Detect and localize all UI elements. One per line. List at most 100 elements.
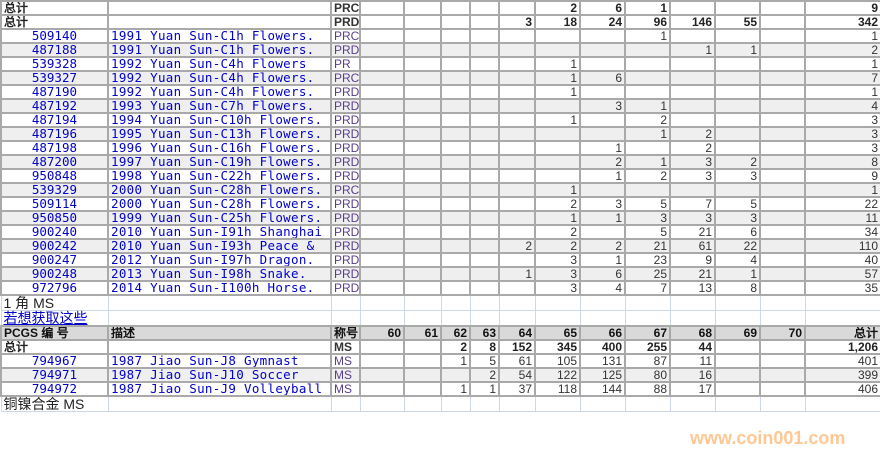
grade-count: [359, 56, 405, 72]
grade-count: [469, 126, 500, 142]
grade-count: [359, 28, 405, 44]
grade-count: 37: [498, 381, 536, 397]
coin-description[interactable]: 1987 Jiao Sun-J10 Soccer: [107, 367, 332, 383]
pcgs-id[interactable]: 972796: [0, 280, 109, 296]
pcgs-id[interactable]: 900242: [0, 238, 109, 254]
grade-count: 7: [669, 196, 716, 212]
grade-count: [440, 42, 471, 58]
grade-count: 125: [579, 367, 626, 383]
empty-cell: [498, 294, 536, 311]
grade-count: [714, 339, 761, 355]
coin-description[interactable]: 1997 Yuan Sun-C19h Flowers.: [107, 154, 332, 170]
empty-cell: [107, 294, 332, 311]
pcgs-id[interactable]: 487190: [0, 84, 109, 100]
grade-count: 345: [534, 339, 581, 355]
grade-count: 96: [624, 14, 671, 30]
empty-cell: [579, 395, 626, 412]
pcgs-id[interactable]: 487198: [0, 140, 109, 156]
coin-description[interactable]: 1994 Yuan Sun-C10h Flowers.: [107, 112, 332, 128]
grade-count: [534, 168, 581, 184]
empty-cell: [534, 294, 581, 311]
grade-count: [498, 0, 536, 16]
coin-description[interactable]: 2000 Yuan Sun-C28h Flowers.: [107, 182, 332, 198]
coin-description[interactable]: 2010 Yuan Sun-I91h Shanghai: [107, 224, 332, 240]
pcgs-id[interactable]: 539327: [0, 70, 109, 86]
pcgs-id[interactable]: 900248: [0, 266, 109, 282]
pcgs-id[interactable]: 794972: [0, 381, 109, 397]
pcgs-id[interactable]: 900240: [0, 224, 109, 240]
pcgs-id[interactable]: 539329: [0, 182, 109, 198]
row-total: 2: [804, 42, 880, 58]
pcgs-id[interactable]: 900247: [0, 252, 109, 268]
grade-count: [359, 126, 405, 142]
empty-cell: [759, 395, 806, 412]
coin-description[interactable]: 2012 Yuan Sun-I97h Dragon.: [107, 252, 332, 268]
coin-description[interactable]: 1991 Yuan Sun-C1h Flowers.: [107, 42, 332, 58]
coin-description: [107, 0, 332, 16]
grade-count: 4: [579, 280, 626, 296]
grade-count: [403, 224, 442, 240]
pcgs-id[interactable]: 487192: [0, 98, 109, 114]
grade-count: [759, 0, 806, 16]
grade-count: [440, 266, 471, 282]
pcgs-id[interactable]: 794967: [0, 353, 109, 369]
grade-count: [759, 238, 806, 254]
table-row: 487188 1991 Yuan Sun-C1h Flowers. PRD 1 1 2: [0, 42, 880, 58]
coin-description[interactable]: 1993 Yuan Sun-C7h Flowers.: [107, 98, 332, 114]
designation: PRD: [330, 112, 361, 128]
coin-description[interactable]: 1992 Yuan Sun-C4h Flowers.: [107, 70, 332, 86]
pcgs-id[interactable]: 487194: [0, 112, 109, 128]
row-total: 110: [804, 238, 880, 254]
pcgs-id[interactable]: 539328: [0, 56, 109, 72]
grade-count: [714, 98, 761, 114]
grade-count: [669, 84, 716, 100]
grade-count: [624, 140, 671, 156]
grade-count: [579, 42, 626, 58]
pcgs-id[interactable]: 509140: [0, 28, 109, 44]
coin-description[interactable]: 1992 Yuan Sun-C4h Flowers: [107, 56, 332, 72]
grade-count: [498, 252, 536, 268]
designation: MS: [330, 339, 361, 355]
coin-description[interactable]: 2010 Yuan Sun-I93h Peace &: [107, 238, 332, 254]
grade-count: [440, 112, 471, 128]
grade-count: 5: [714, 196, 761, 212]
coin-description[interactable]: 2013 Yuan Sun-I98h Snake.: [107, 266, 332, 282]
grade-count: 3: [498, 14, 536, 30]
coin-description[interactable]: 1992 Yuan Sun-C4h Flowers.: [107, 84, 332, 100]
table-row: 900240 2010 Yuan Sun-I91h Shanghai PRD 2 5 21…: [0, 224, 880, 240]
pcgs-id[interactable]: 950848: [0, 168, 109, 184]
coin-description[interactable]: 1998 Yuan Sun-C22h Flowers.: [107, 168, 332, 184]
empty-cell: [669, 310, 716, 327]
pcgs-id[interactable]: 950850: [0, 210, 109, 226]
coin-description[interactable]: 1991 Yuan Sun-C1h Flowers.: [107, 28, 332, 44]
pcgs-id[interactable]: 487188: [0, 42, 109, 58]
column-header-grade: 65: [534, 325, 581, 341]
grade-count: [759, 98, 806, 114]
grade-count: [469, 280, 500, 296]
coin-description[interactable]: 1999 Yuan Sun-C25h Flowers.: [107, 210, 332, 226]
pcgs-id[interactable]: 509114: [0, 196, 109, 212]
empty-cell: [403, 310, 442, 327]
pcgs-id[interactable]: 794971: [0, 367, 109, 383]
pcgs-id[interactable]: 487196: [0, 126, 109, 142]
empty-cell: [624, 294, 671, 311]
column-header-grade: 63: [469, 325, 500, 341]
coin-description[interactable]: 2000 Yuan Sun-C28h Flowers.: [107, 196, 332, 212]
row-total: 1: [804, 182, 880, 198]
grade-count: [440, 280, 471, 296]
coin-description[interactable]: 1987 Jiao Sun-J9 Volleyball: [107, 381, 332, 397]
coin-description[interactable]: 1996 Yuan Sun-C16h Flowers.: [107, 140, 332, 156]
get-these-link-label[interactable]: 若想获取这些: [0, 310, 109, 327]
grade-count: 255: [624, 339, 671, 355]
grade-count: [440, 238, 471, 254]
coin-description[interactable]: 2014 Yuan Sun-I100h Horse.: [107, 280, 332, 296]
row-total: 9: [804, 168, 880, 184]
pcgs-id[interactable]: 487200: [0, 154, 109, 170]
grade-count: 3: [534, 252, 581, 268]
grade-count: 2: [534, 224, 581, 240]
coin-description[interactable]: 1987 Jiao Sun-J8 Gymnast: [107, 353, 332, 369]
grade-count: [359, 224, 405, 240]
row-total: 406: [804, 381, 880, 397]
coin-description[interactable]: 1995 Yuan Sun-C13h Flowers.: [107, 126, 332, 142]
row-total: 342: [804, 14, 880, 30]
